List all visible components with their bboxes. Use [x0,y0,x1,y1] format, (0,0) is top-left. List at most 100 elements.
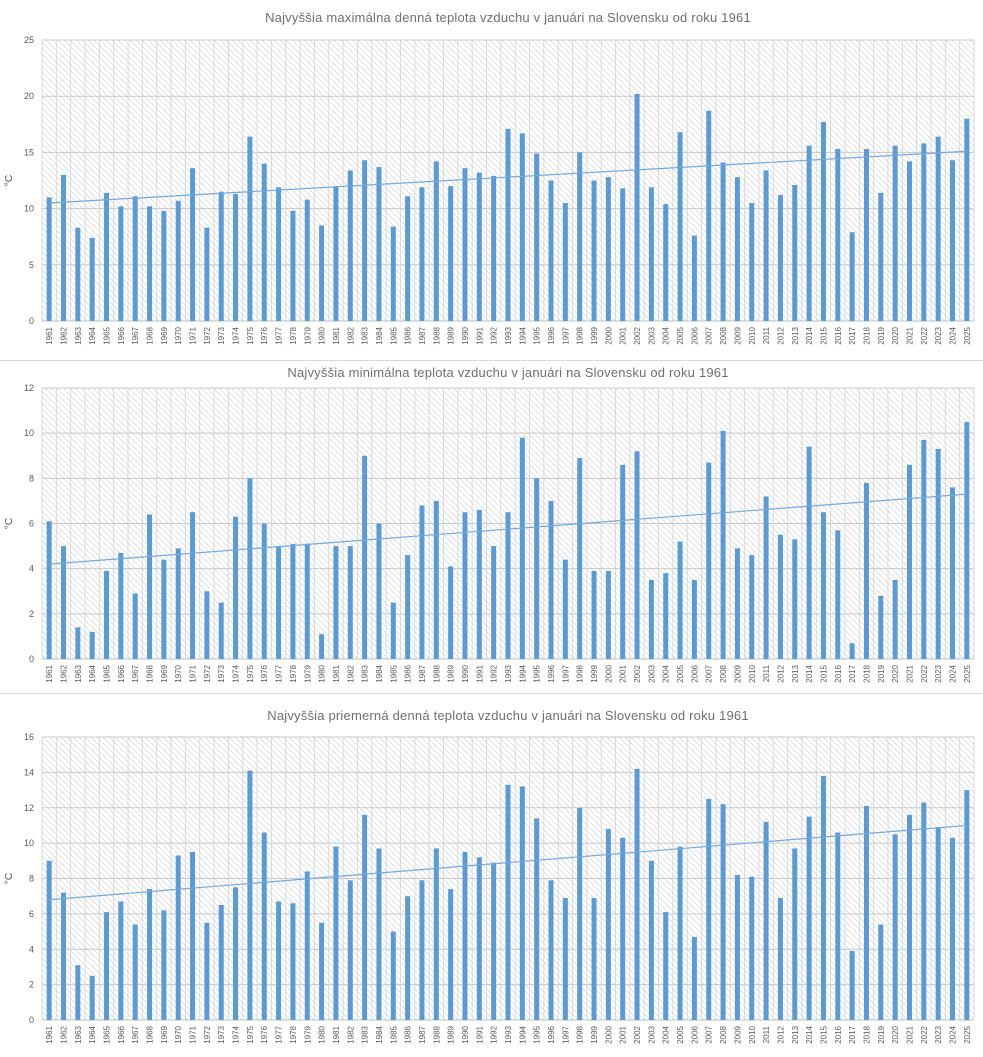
y-tick-label: 12 [24,383,34,393]
x-tick-label: 2011 [762,326,771,344]
bar-1989 [448,889,454,1020]
x-tick-label: 1981 [332,1025,341,1043]
x-tick-label: 2007 [705,1025,714,1043]
x-tick-label: 2014 [805,1025,814,1043]
x-tick-label: 1971 [189,664,198,682]
x-tick-label: 1966 [117,326,126,344]
x-tick-label: 2015 [819,326,828,344]
bar-1985 [390,602,396,659]
x-tick-label: 1967 [131,1025,140,1043]
bar-1996 [548,500,554,659]
bar-1991 [476,857,482,1020]
x-tick-label: 1974 [232,326,241,344]
x-tick-label: 2000 [604,326,613,344]
x-tick-label: 2022 [920,326,929,344]
x-tick-label: 1989 [447,326,456,344]
x-tick-label: 2020 [891,1025,900,1043]
bar-1963 [75,965,81,1020]
bar-1997 [562,897,568,1020]
x-tick-label: 2024 [948,326,957,344]
bar-2004 [663,204,669,321]
bar-1969 [161,910,167,1020]
bar-2013 [792,848,798,1020]
x-tick-label: 2022 [920,664,929,682]
x-tick-label: 1995 [533,1025,542,1043]
x-tick-label: 2002 [633,664,642,682]
bar-2015 [820,512,826,659]
x-tick-label: 1991 [475,664,484,682]
x-tick-labels: 1961 1962 1963 1964 1965 1966 1967 1968 1969 1970… [45,1025,972,1043]
bar-1988 [433,500,439,659]
bar-2019 [878,595,884,659]
x-tick-label: 1990 [461,1025,470,1043]
bar-1999 [591,570,597,659]
x-tick-label: 1962 [60,664,69,682]
bar-1993 [505,784,511,1020]
bar-2014 [806,446,812,659]
x-tick-label: 1991 [475,1025,484,1043]
bar-2012 [777,897,783,1020]
x-tick-label: 1998 [576,1025,585,1043]
bar-1961 [46,197,52,321]
x-tick-label: 1985 [389,326,398,344]
bar-2022 [921,439,927,659]
x-tick-label: 2013 [791,664,800,682]
x-tick-label: 2018 [862,664,871,682]
x-tick-label: 1968 [146,1025,155,1043]
x-tick-label: 2018 [862,1025,871,1043]
x-tick-label: 1973 [217,326,226,344]
bar-2025 [964,790,970,1020]
bar-1972 [204,227,210,321]
bar-2017 [849,643,855,659]
chart-panel-min-temp: Najvyššia minimálna teplota vzduchu v ja… [0,361,983,694]
y-tick-label: 14 [24,767,34,777]
x-tick-label: 2021 [905,664,914,682]
bar-2012 [777,195,783,321]
x-tick-label: 1972 [203,664,212,682]
bar-2000 [605,177,611,321]
bar-2023 [935,448,941,659]
x-tick-label: 1975 [246,1025,255,1043]
y-tick-label: 0 [29,316,34,326]
bar-1962 [61,892,67,1020]
bar-1982 [347,170,353,321]
x-tick-label: 2017 [848,1025,857,1043]
y-tick-label: 6 [29,909,34,919]
bar-2009 [734,177,740,321]
x-tick-label: 1972 [203,1025,212,1043]
bar-1963 [75,227,81,321]
x-tick-label: 1979 [303,664,312,682]
x-tick-label: 2019 [877,1025,886,1043]
x-tick-label: 1981 [332,664,341,682]
bar-1964 [89,975,95,1020]
bar-2007 [706,110,712,321]
bar-2022 [921,143,927,321]
x-tick-label: 2013 [791,1025,800,1043]
x-tick-label: 1967 [131,664,140,682]
x-tick-label: 2007 [705,326,714,344]
x-tick-label: 2023 [934,1025,943,1043]
x-tick-label: 2008 [719,326,728,344]
bar-1962 [61,546,67,659]
bar-1982 [347,546,353,659]
bar-2003 [648,579,654,659]
x-tick-label: 2011 [762,1025,771,1043]
bar-1977 [276,187,282,321]
bar-1986 [405,896,411,1020]
x-tick-label: 2019 [877,664,886,682]
x-tick-label: 2021 [905,1025,914,1043]
bar-1974 [233,516,239,659]
x-tick-label: 2012 [776,1025,785,1043]
y-axis-title: °C [3,872,15,884]
bar-2025 [964,118,970,322]
x-tick-label: 1985 [389,1025,398,1043]
y-tick-label: 10 [24,428,34,438]
bar-1999 [591,897,597,1020]
x-tick-label: 1971 [189,326,198,344]
y-tick-label: 0 [29,654,34,664]
bar-2018 [863,149,869,321]
y-tick-label: 0 [29,1015,34,1025]
x-tick-label: 1972 [203,326,212,344]
x-tick-label: 1988 [432,1025,441,1043]
